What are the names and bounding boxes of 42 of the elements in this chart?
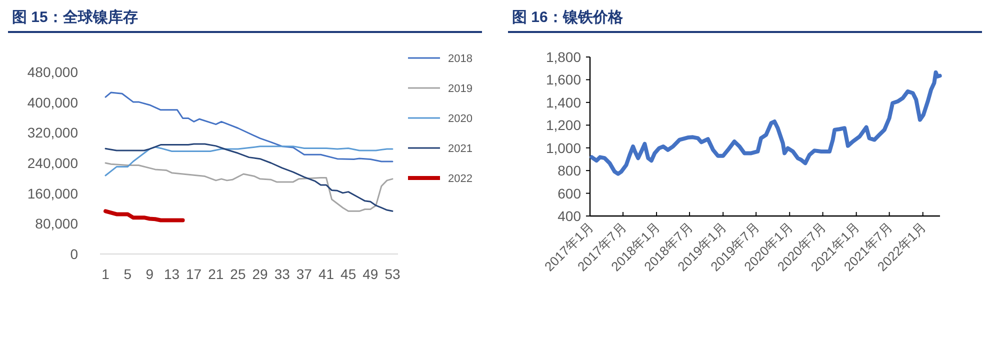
- y-tick-label: 0: [70, 246, 78, 262]
- y-tick-label: 480,000: [27, 64, 78, 80]
- x-tick-label: 45: [340, 266, 356, 282]
- x-tick-label: 53: [384, 266, 400, 282]
- legend-label: 2018: [448, 53, 472, 65]
- line-series: [590, 70, 942, 176]
- line-series: [104, 143, 394, 212]
- x-tick-label: 1: [102, 266, 110, 282]
- line-series: [104, 146, 394, 176]
- y-tick-label: 1,800: [546, 49, 582, 65]
- y-tick-label: 1,400: [546, 94, 582, 110]
- y-tick-label: 1,200: [546, 117, 582, 134]
- line-series: [104, 209, 185, 222]
- legend-label: 2021: [448, 143, 472, 155]
- y-tick-label: 240,000: [27, 155, 78, 171]
- x-tick-label: 49: [362, 266, 378, 282]
- x-tick-label: 17: [186, 266, 202, 282]
- x-tick-label: 33: [274, 266, 290, 282]
- y-tick-label: 80,000: [35, 216, 78, 232]
- line-series: [104, 92, 394, 162]
- x-tick-label: 37: [296, 266, 312, 282]
- y-tick-label: 400,000: [27, 94, 78, 110]
- line-series: [104, 162, 394, 212]
- y-tick-label: 600: [558, 185, 582, 202]
- chart-title: 图 16：镍铁价格: [512, 9, 624, 26]
- x-tick-label: 5: [124, 266, 132, 282]
- legend-label: 2022: [448, 173, 472, 185]
- y-tick-label: 800: [558, 162, 582, 179]
- y-tick-label: 1,600: [546, 72, 582, 88]
- x-tick-label: 25: [230, 266, 246, 282]
- x-tick-label: 13: [164, 266, 180, 282]
- x-tick-label: 9: [146, 266, 154, 282]
- x-tick-label: 21: [208, 266, 224, 282]
- legend-label: 2020: [448, 113, 472, 125]
- y-tick-label: 320,000: [27, 124, 78, 141]
- y-tick-label: 1,000: [546, 140, 582, 156]
- chart-title: 图 15：全球镍库存: [12, 8, 138, 26]
- y-tick-label: 160,000: [27, 185, 78, 202]
- x-tick-label: 41: [318, 266, 334, 282]
- legend-label: 2019: [448, 83, 472, 95]
- y-tick-label: 400: [558, 208, 582, 224]
- x-tick-label: 29: [252, 266, 268, 282]
